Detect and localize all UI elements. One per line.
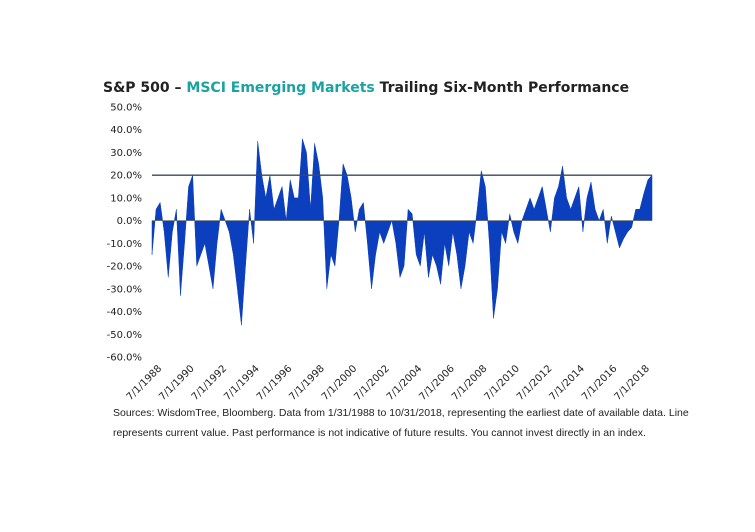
area: [151, 138, 653, 326]
y-tick-label: 40.0%: [110, 125, 142, 136]
y-tick-label: 0.0%: [117, 216, 142, 227]
chart-title: S&P 500 – MSCI Emerging Markets Trailing…: [103, 80, 629, 96]
y-tick-label: -20.0%: [107, 262, 142, 273]
y-tick-label: 10.0%: [110, 193, 142, 204]
footnote: Sources: WisdomTree, Bloomberg. Data fro…: [113, 407, 689, 419]
title-part: MSCI Emerging Markets: [186, 80, 374, 96]
y-tick-label: -10.0%: [107, 239, 142, 250]
y-tick-label: 30.0%: [110, 148, 142, 159]
y-tick-label: -40.0%: [107, 307, 142, 318]
title-part: S&P 500 –: [103, 80, 186, 96]
x-tick-label: 7/1/2018: [613, 363, 653, 403]
title-part: Trailing Six-Month Performance: [375, 80, 629, 96]
y-tick-label: -60.0%: [107, 353, 142, 364]
y-tick-label: -50.0%: [107, 330, 142, 341]
y-tick-label: -30.0%: [107, 284, 142, 295]
footnote: represents current value. Past performan…: [113, 427, 646, 439]
y-tick-label: 20.0%: [110, 171, 142, 182]
y-tick-label: 50.0%: [110, 103, 142, 114]
